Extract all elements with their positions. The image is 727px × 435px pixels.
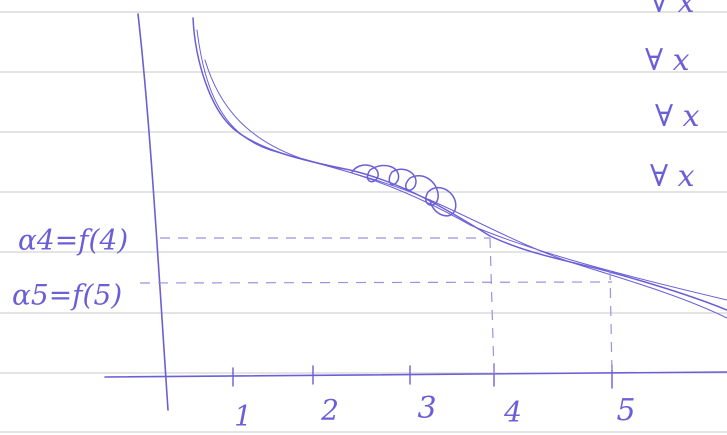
guides — [140, 238, 612, 375]
axes — [105, 14, 727, 410]
x-label: 5 — [616, 393, 635, 428]
x-label: 3 — [417, 391, 436, 426]
margin-note: ∀ x — [650, 0, 695, 20]
y-axis — [138, 14, 168, 410]
x-label: 4 — [503, 396, 522, 429]
sketch: α4=f(4) α5=f(5) 1 2 3 4 5 ∀ x ∀ x ∀ x ∀ … — [0, 0, 727, 435]
coil — [352, 165, 456, 216]
annotation: α4=f(4) — [18, 224, 128, 257]
margin-note: ∀ x — [655, 99, 700, 134]
curve-line — [205, 60, 727, 300]
margin-note: ∀ x — [650, 159, 695, 194]
guide — [140, 282, 612, 283]
ruled-lines — [0, 12, 727, 432]
annotation: α5=f(5) — [12, 279, 122, 312]
margin-note: ∀ x — [645, 43, 690, 78]
x-label: 1 — [234, 400, 252, 433]
x-label: 2 — [320, 394, 339, 427]
guide — [610, 270, 612, 375]
guide — [490, 238, 494, 375]
